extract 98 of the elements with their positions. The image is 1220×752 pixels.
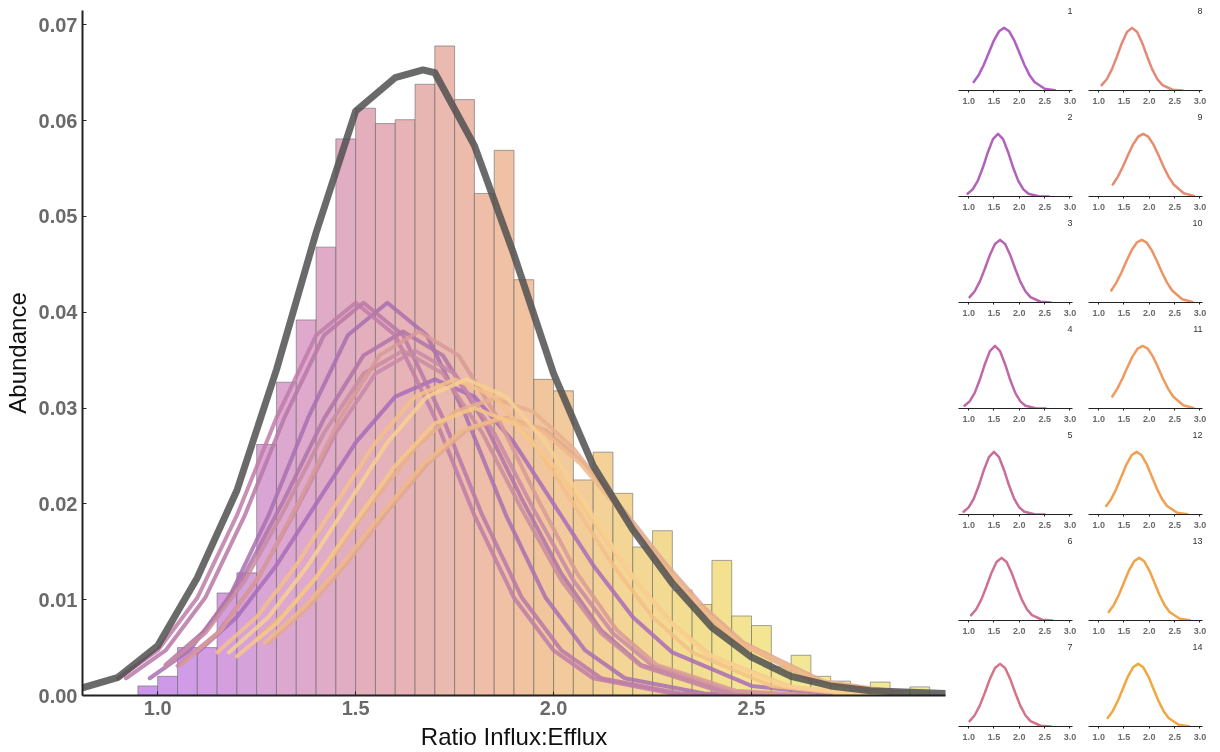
x-tick-label: 1.0 — [1092, 625, 1105, 636]
x-tick-label: 3.0 — [1063, 731, 1077, 742]
x-tick-label: 3.0 — [1063, 625, 1077, 636]
x-tick-label: 1.5 — [987, 307, 1001, 318]
x-tick-label: 2.0 — [1013, 625, 1026, 636]
x-tick-label: 1.5 — [987, 201, 1001, 212]
y-tick-label: 0.03 — [38, 397, 78, 420]
x-tick-label: 2.0 — [1013, 731, 1026, 742]
chart-title: 10 — [1192, 217, 1203, 228]
x-tick-label: 2.0 — [1143, 201, 1156, 212]
x-tick-label: 2.0 — [1013, 519, 1026, 530]
x-tick-label: 2.5 — [1038, 95, 1051, 106]
x-tick-label: 2.5 — [1038, 201, 1051, 212]
x-tick-label: 1.5 — [1117, 519, 1131, 530]
x-tick-label: 1.5 — [1117, 95, 1131, 106]
x-tick-label: 2.0 — [1013, 201, 1026, 212]
x-tick-label: 2.0 — [1143, 625, 1156, 636]
x-tick-label: 2.5 — [1168, 519, 1181, 530]
x-tick-label: 2.0 — [1143, 731, 1156, 742]
y-tick-label: 0.00 — [38, 684, 78, 707]
y-tick-label: 0.07 — [38, 13, 78, 36]
y-tick-label: 0.01 — [38, 588, 78, 611]
x-tick-label: 1.0 — [962, 519, 975, 530]
y-tick-label: 0.05 — [38, 205, 78, 228]
x-tick-label: 2.5 — [1168, 413, 1181, 424]
x-tick-label: 2.5 — [1168, 201, 1181, 212]
x-axis-title: Ratio Influx:Efflux — [420, 722, 608, 750]
chart-title: 9 — [1197, 111, 1203, 122]
chart-title: 4 — [1067, 323, 1073, 334]
x-tick-label: 1.5 — [987, 519, 1001, 530]
chart-title: 1 — [1067, 5, 1073, 16]
x-tick-label: 1.5 — [1117, 413, 1131, 424]
chart-title: 7 — [1067, 641, 1073, 652]
x-tick-label: 2.0 — [1143, 307, 1156, 318]
x-tick-label: 2.0 — [1143, 413, 1156, 424]
x-tick-label: 1.0 — [1092, 731, 1105, 742]
chart-title: 3 — [1067, 217, 1073, 228]
x-tick-label: 1.0 — [962, 731, 975, 742]
x-tick-label: 2.0 — [1013, 307, 1026, 318]
x-tick-label: 3.0 — [1193, 95, 1207, 106]
x-tick-label: 1.5 — [1117, 307, 1131, 318]
x-tick-label: 1.0 — [962, 95, 975, 106]
x-tick-label: 3.0 — [1193, 731, 1207, 742]
y-tick-label: 0.04 — [38, 301, 79, 324]
x-tick-label: 1.5 — [1117, 625, 1131, 636]
x-tick-label: 1.0 — [962, 413, 975, 424]
x-tick-label: 1.5 — [1117, 731, 1131, 742]
chart-title: 5 — [1067, 429, 1073, 440]
x-tick-label: 2.5 — [1038, 731, 1051, 742]
x-tick-label: 2.0 — [1143, 519, 1156, 530]
x-tick-label: 3.0 — [1063, 413, 1077, 424]
x-tick-label: 3.0 — [1193, 625, 1207, 636]
x-tick-label: 1.5 — [987, 413, 1001, 424]
chart-title: 13 — [1192, 535, 1203, 546]
x-tick-label: 1.0 — [1092, 413, 1105, 424]
x-tick-label: 2.5 — [737, 696, 766, 719]
x-tick-label: 1.0 — [962, 625, 975, 636]
x-tick-label: 2.0 — [1143, 95, 1156, 106]
chart-title: 14 — [1192, 641, 1203, 652]
x-tick-label: 1.0 — [1092, 95, 1105, 106]
x-tick-label: 1.0 — [1092, 201, 1105, 212]
x-tick-label: 1.5 — [987, 95, 1001, 106]
x-tick-label: 2.5 — [1038, 307, 1051, 318]
x-tick-label: 1.5 — [1117, 201, 1131, 212]
chart-title: 12 — [1192, 429, 1203, 440]
x-tick-label: 2.0 — [1013, 95, 1026, 106]
x-tick-label: 3.0 — [1193, 307, 1207, 318]
x-tick-label: 3.0 — [1193, 519, 1207, 530]
x-tick-label: 3.0 — [1063, 95, 1077, 106]
x-tick-label: 1.0 — [1092, 307, 1105, 318]
x-tick-label: 2.0 — [539, 696, 568, 719]
x-tick-label: 1.5 — [987, 731, 1001, 742]
x-tick-label: 3.0 — [1193, 201, 1207, 212]
x-tick-label: 3.0 — [1063, 519, 1077, 530]
x-tick-label: 2.5 — [1168, 307, 1181, 318]
x-tick-label: 2.5 — [1168, 95, 1181, 106]
x-tick-label: 2.5 — [1168, 625, 1181, 636]
x-tick-label: 3.0 — [1063, 201, 1077, 212]
x-tick-label: 1.0 — [143, 696, 172, 719]
chart-title: 8 — [1197, 5, 1203, 16]
x-tick-label: 1.0 — [1092, 519, 1105, 530]
x-tick-label: 3.0 — [1063, 307, 1077, 318]
y-tick-label: 0.02 — [38, 492, 78, 515]
x-tick-label: 3.0 — [1193, 413, 1207, 424]
y-tick-label: 0.06 — [38, 109, 78, 132]
x-tick-label: 2.5 — [1038, 625, 1051, 636]
x-tick-label: 1.5 — [341, 696, 370, 719]
x-tick-label: 2.5 — [1038, 519, 1051, 530]
x-tick-label: 1.0 — [962, 201, 975, 212]
x-tick-label: 1.0 — [962, 307, 975, 318]
x-tick-label: 2.0 — [1013, 413, 1026, 424]
x-tick-label: 1.5 — [987, 625, 1001, 636]
chart-title: 11 — [1193, 323, 1203, 334]
chart-title: 2 — [1067, 111, 1073, 122]
x-tick-label: 2.5 — [1168, 731, 1181, 742]
x-tick-label: 2.5 — [1038, 413, 1051, 424]
chart-title: 6 — [1067, 535, 1073, 546]
y-axis-title: Abundance — [3, 292, 31, 414]
